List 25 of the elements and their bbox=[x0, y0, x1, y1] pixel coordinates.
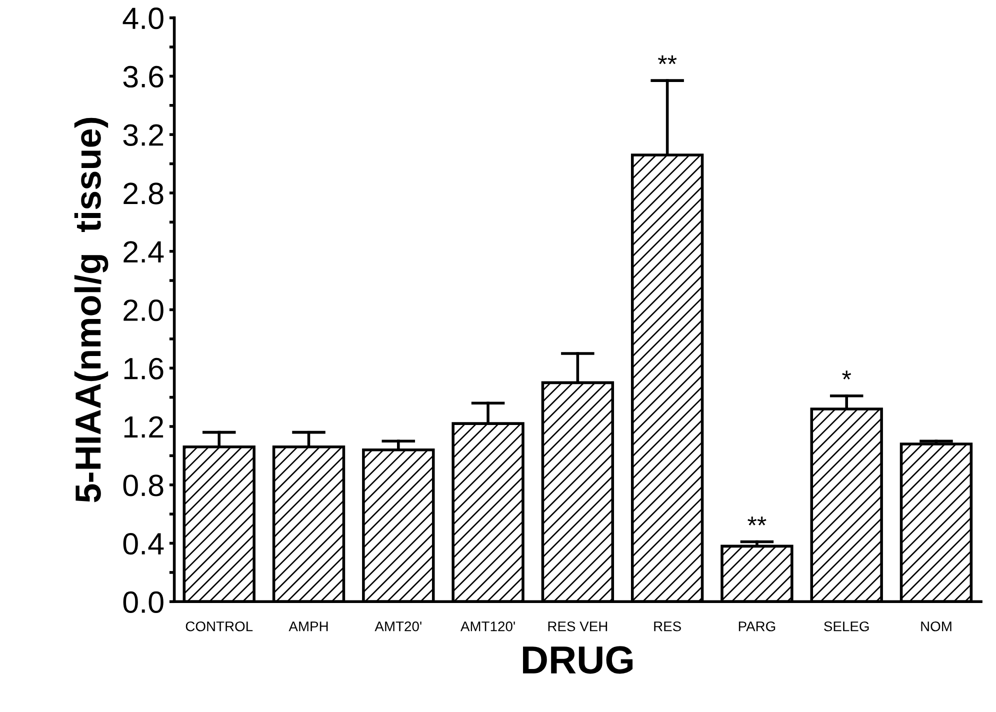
x-tick-label: AMT20' bbox=[374, 621, 422, 632]
annotation: ** bbox=[658, 55, 677, 64]
x-tick-label: PARG bbox=[738, 621, 776, 632]
y-tick-label: 2.4 bbox=[124, 241, 164, 262]
y-axis-title: 5-HIAA(nmol/g tissue) bbox=[74, 118, 108, 502]
y-tick-label: 3.6 bbox=[123, 66, 164, 88]
y-tick-label: 0.8 bbox=[123, 474, 164, 496]
annotation: ** bbox=[748, 516, 766, 526]
y-tick-label: 3.2 bbox=[123, 124, 164, 146]
y-tick-label: 2.8 bbox=[124, 182, 164, 204]
annotation: * bbox=[842, 370, 852, 380]
y-tick-label: 1.6 bbox=[124, 358, 164, 380]
y-tick-label: 0.0 bbox=[123, 591, 164, 614]
y-tick-label: 1.2 bbox=[124, 416, 164, 438]
x-tick-label: RES bbox=[654, 621, 681, 632]
y-tick-label: 4.0 bbox=[122, 8, 164, 30]
x-tick-label: NOM bbox=[921, 621, 952, 632]
x-tick-label: SELEG bbox=[824, 621, 869, 632]
y-tick-label: 2.0 bbox=[124, 299, 164, 322]
y-tick-label: 0.4 bbox=[123, 532, 164, 555]
x-axis-title: DRUG bbox=[523, 646, 633, 674]
x-tick-label: AMT120' bbox=[460, 621, 515, 632]
x-tick-label: AMPH bbox=[288, 622, 328, 632]
x-tick-label: CONTROL bbox=[186, 621, 253, 632]
x-tick-label: RES VEH bbox=[548, 621, 608, 632]
